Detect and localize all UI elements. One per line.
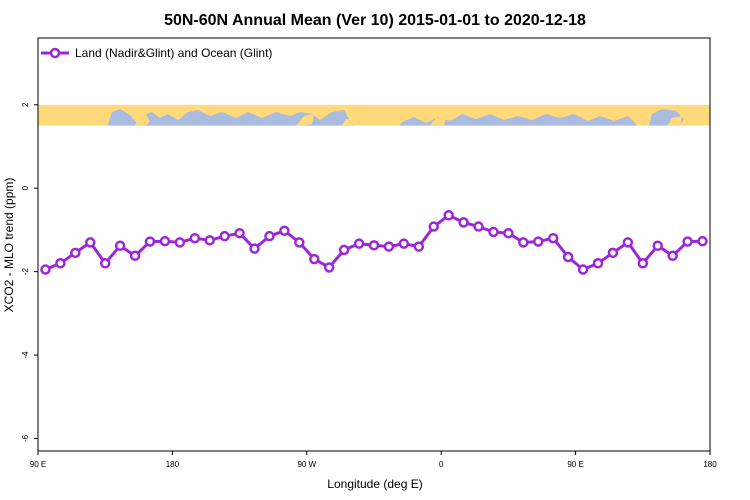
chart-title: 50N-60N Annual Mean (Ver 10) 2015-01-01 …	[164, 12, 586, 29]
x-tick-label: 180	[703, 460, 717, 469]
data-point	[652, 240, 663, 252]
x-tick-label: 0	[439, 460, 444, 469]
data-point	[294, 237, 305, 248]
data-point	[562, 251, 574, 263]
y-tick-label: 2	[21, 102, 30, 107]
data-point	[99, 258, 111, 269]
data-point	[204, 235, 215, 246]
data-point	[667, 250, 678, 262]
data-point	[114, 240, 126, 252]
legend-marker	[49, 47, 61, 59]
x-axis: 90 E 180 90 W 0 90 E 180	[30, 451, 717, 469]
y-tick-label: -6	[21, 434, 30, 442]
data-point	[458, 217, 469, 228]
data-point	[682, 236, 693, 247]
data-point	[428, 221, 439, 232]
data-point	[443, 210, 454, 221]
data-point	[129, 250, 141, 262]
data-point	[323, 262, 335, 273]
data-point	[488, 226, 499, 238]
data-point	[70, 247, 81, 259]
data-point	[592, 258, 604, 269]
series-layer	[40, 210, 708, 275]
data-point	[279, 225, 290, 236]
data-point	[622, 237, 634, 248]
data-point	[55, 258, 66, 269]
y-axis: 2 0 -2 -4 -6	[21, 102, 38, 442]
data-point	[637, 258, 649, 269]
data-point	[533, 236, 544, 247]
data-point	[174, 237, 186, 248]
data-point	[697, 235, 708, 247]
data-point	[40, 264, 51, 275]
data-point	[144, 236, 156, 247]
map-strip-land-bits	[134, 114, 682, 126]
data-point	[518, 237, 529, 248]
x-tick-label: 180	[166, 460, 180, 469]
data-point	[219, 230, 230, 242]
data-point	[159, 235, 171, 247]
y-tick-label: -4	[21, 351, 30, 359]
data-point	[398, 238, 410, 249]
y-tick-label: -2	[21, 268, 30, 276]
data-point	[249, 243, 260, 254]
y-axis-label: XCO2 - MLO trend (ppm)	[2, 178, 16, 313]
data-point	[368, 240, 380, 251]
data-point	[547, 232, 559, 244]
legend-label: Land (Nadir&Glint) and Ocean (Glint)	[75, 46, 272, 60]
map-strip-ocean	[107, 109, 684, 126]
data-point	[607, 247, 619, 259]
data-point	[234, 227, 245, 239]
data-point	[413, 241, 425, 252]
data-point	[189, 232, 201, 244]
data-point	[577, 264, 589, 275]
data-point	[85, 237, 96, 248]
data-point	[353, 238, 365, 249]
legend: Land (Nadir&Glint) and Ocean (Glint)	[41, 46, 272, 60]
data-point	[383, 241, 395, 252]
x-tick-label: 90 E	[30, 460, 46, 469]
data-point	[338, 244, 350, 256]
x-tick-label: 90 W	[297, 460, 316, 469]
y-tick-label: 0	[21, 185, 30, 190]
x-axis-label: Longitude (deg E)	[327, 477, 422, 491]
data-point	[264, 230, 275, 242]
data-point	[309, 253, 320, 265]
map-strip	[38, 104, 710, 126]
x-tick-label: 90 E	[567, 460, 583, 469]
data-point	[473, 221, 484, 232]
data-point	[503, 227, 514, 239]
plot-frame	[37, 37, 711, 452]
